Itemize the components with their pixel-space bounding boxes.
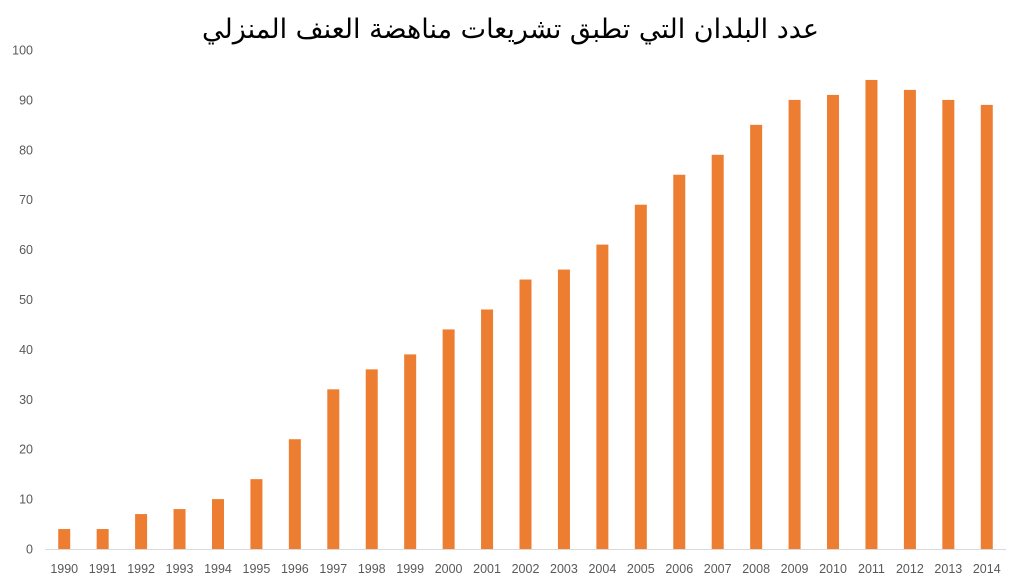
y-tick-label: 50	[19, 293, 33, 307]
bar-2001	[481, 309, 494, 549]
bar-2003	[557, 269, 570, 549]
y-tick-label: 80	[19, 143, 33, 157]
bar-1992	[135, 514, 148, 549]
x-tick-label: 2010	[819, 562, 847, 576]
x-tick-label: 2011	[858, 562, 885, 576]
x-tick-label: 1997	[319, 562, 347, 576]
x-tick-label: 1991	[89, 562, 117, 576]
bar-2014	[980, 104, 993, 549]
x-tick-label: 2002	[512, 562, 540, 576]
x-tick-label: 1995	[243, 562, 271, 576]
y-tick-label: 90	[19, 93, 33, 107]
bar-2007	[711, 154, 724, 550]
bar-2000	[442, 329, 455, 549]
y-tick-label: 40	[19, 343, 33, 357]
x-axis: 1990 1991 1992 1993 1994 1995 1996 1997 1998 1999…	[50, 562, 1000, 576]
x-tick-label: 1994	[204, 562, 232, 576]
bar-2013	[942, 99, 955, 550]
y-tick-label: 100	[12, 44, 33, 58]
bar-1990	[58, 529, 71, 549]
x-tick-label: 1998	[358, 562, 386, 576]
x-tick-label: 2012	[896, 562, 924, 576]
bar-2006	[673, 174, 686, 549]
y-tick-label: 70	[19, 193, 33, 207]
bar-2011	[865, 79, 878, 549]
x-tick-label: 2008	[742, 562, 770, 576]
x-tick-label: 2000	[435, 562, 463, 576]
x-tick-label: 1993	[166, 562, 194, 576]
bar-2009	[788, 99, 801, 550]
x-tick-label: 1990	[50, 562, 78, 576]
y-tick-label: 20	[19, 443, 33, 457]
x-tick-label: 2004	[588, 562, 616, 576]
x-tick-label: 2007	[704, 562, 732, 576]
x-tick-label: 2009	[781, 562, 809, 576]
bar-1993	[173, 509, 186, 549]
bar-2012	[903, 89, 916, 550]
bars	[58, 79, 993, 550]
bar-1998	[365, 369, 378, 549]
y-axis: 0 10 20 30 40 50 60 70 80 90 100	[12, 44, 33, 557]
y-tick-label: 60	[19, 243, 33, 257]
bar-2004	[596, 244, 609, 550]
bar-1994	[211, 499, 224, 549]
bar-2005	[634, 204, 647, 549]
x-tick-label: 1992	[127, 562, 155, 576]
x-tick-label: 2003	[550, 562, 578, 576]
x-tick-label: 2014	[973, 562, 1001, 576]
bar-2010	[827, 94, 840, 549]
chart-title: عدد البلدان التي تطبق تشريعات مناهضة الع…	[201, 14, 820, 45]
bar-1991	[96, 529, 109, 549]
x-tick-label: 2013	[934, 562, 962, 576]
x-tick-label: 2006	[665, 562, 693, 576]
x-tick-label: 2005	[627, 562, 655, 576]
y-tick-label: 0	[26, 543, 33, 557]
x-tick-label: 1999	[396, 562, 424, 576]
bar-1996	[288, 439, 301, 549]
x-tick-label: 1996	[281, 562, 309, 576]
y-tick-label: 30	[19, 393, 33, 407]
bar-1995	[250, 479, 263, 549]
bar-1997	[327, 389, 340, 549]
x-tick-label: 2001	[473, 562, 501, 576]
bar-2008	[750, 124, 763, 549]
y-tick-label: 10	[19, 493, 33, 507]
bar-2002	[519, 279, 532, 549]
bar-1999	[404, 354, 417, 549]
